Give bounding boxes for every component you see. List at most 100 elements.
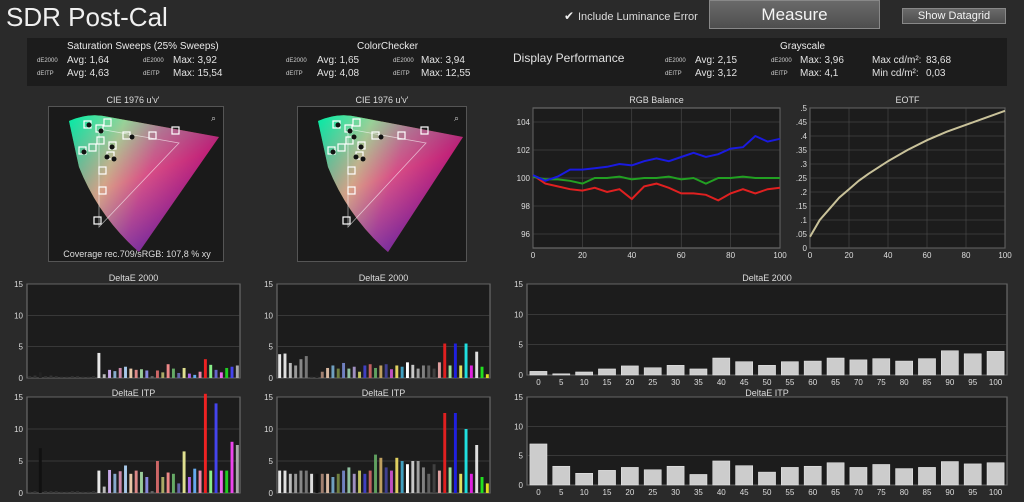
sat-de2000-ytick-3: 15 (14, 280, 23, 289)
sat-de2000-bar-19 (129, 368, 133, 378)
sat-de2000-bar-31 (193, 374, 197, 378)
eotf-title: EOTF (896, 95, 921, 105)
sat-de2000-bar-12 (92, 376, 96, 378)
gray-de2000-xtick-5: 25 (648, 378, 657, 387)
eotf-xtick-2: 40 (884, 251, 893, 260)
cie-right-target-markers (327, 118, 429, 225)
sat-de2000-bar-17 (118, 367, 122, 378)
cc-de2000-bar-27 (421, 365, 425, 378)
gray-deitp-bar-20 (986, 462, 1005, 486)
sat-deitp-bar-28 (177, 483, 181, 493)
rgb-xtick-1: 20 (578, 251, 587, 260)
cie-right-diagram[interactable]: ⌕ (297, 106, 467, 262)
include-luminance-checkbox[interactable]: ✔ (563, 9, 575, 23)
grayscale-avg-deitp: Avg: 3,12 (695, 68, 738, 79)
sat-de2000-title: DeltaE 2000 (109, 273, 159, 283)
eotf-xtick-1: 20 (845, 251, 854, 260)
rgb-series-green (532, 175, 780, 185)
gray-deitp-bar-19 (963, 463, 982, 486)
grayscale-de2000-label-2: dE2000 (771, 58, 792, 64)
rgb-ytick-3: 102 (517, 146, 531, 155)
gray-deitp-bar-8 (712, 460, 731, 486)
sat-de2000-plot-area (26, 283, 241, 379)
eotf-series-eotf (809, 109, 1006, 238)
sat-deitp-bar-15 (108, 469, 112, 493)
cc-de2000-bar-3 (294, 365, 298, 378)
cc-deitp-bar-29 (432, 464, 436, 493)
cie-coverage-text: Coverage rec.709/sRGB: 107,8 % xy (63, 249, 211, 259)
gray-deitp-xtick-7: 35 (694, 488, 703, 497)
sat-de2000-bar-39 (235, 365, 239, 378)
grayscale-max-lum-label: Max cd/m²: (872, 55, 922, 66)
gray-de2000-bar-13 (826, 357, 845, 376)
gray-de2000-bar-20 (986, 351, 1005, 376)
sat-deitp-bar-1 (33, 491, 37, 493)
gray-deitp-ytick-3: 15 (514, 393, 523, 402)
cc-de2000-bar-22 (395, 365, 399, 378)
sat-de2000-bar-29 (182, 367, 186, 378)
gray-deitp-bar-2 (575, 473, 593, 486)
cc-deitp-ytick-0: 0 (269, 489, 274, 498)
sat-de2000-bar-1 (33, 375, 37, 378)
cie-left-diagram[interactable]: ⌕ Coverage rec.709/sRGB: 107,8 % xy (48, 106, 224, 262)
sat-deitp-bar-26 (166, 472, 170, 493)
eotf-ytick-1: .05 (796, 230, 808, 239)
sat-deitp-bar-31 (193, 468, 197, 493)
gray-de2000-xtick-0: 0 (536, 378, 541, 387)
sat-deitp-bar-34 (209, 470, 213, 493)
colorchecker-deitp-label-2: dEITP (393, 71, 410, 77)
gray-de2000-ytick-0: 0 (519, 371, 524, 380)
sat-de2000-bar-38 (230, 366, 234, 378)
cc-de2000-bar-13 (347, 368, 351, 378)
cc-deitp-bar-13 (347, 467, 351, 493)
sat-de2000-bar-11 (86, 376, 90, 378)
zoom-icon-right[interactable]: ⌕ (454, 113, 459, 123)
measure-button[interactable]: Measure (709, 0, 880, 29)
grayscale-max-lum-value: 83,68 (926, 55, 952, 66)
gray-deitp-ytick-0: 0 (519, 481, 524, 490)
gray-deitp-xtick-1: 5 (559, 488, 564, 497)
rgb-xtick-0: 0 (531, 251, 536, 260)
cc-de2000-bar-26 (416, 368, 420, 378)
sat-deitp-bar-32 (198, 470, 202, 493)
sat-deitp-bar-5 (54, 491, 58, 493)
gray-deitp-xtick-5: 25 (648, 488, 657, 497)
saturation-avg-deitp: Avg: 4,63 (67, 68, 110, 79)
sat-de2000-bar-2 (38, 372, 42, 378)
sat-de2000-bar-10 (81, 376, 85, 378)
gray-de2000-ytick-3: 15 (514, 280, 523, 289)
sat-deitp-title: DeltaE ITP (112, 388, 156, 398)
cc-deitp-bar-1 (283, 470, 287, 493)
sat-deitp-bar-6 (60, 491, 64, 493)
cc-deitp-ytick-3: 15 (264, 393, 273, 402)
cc-de2000-bar-24 (405, 362, 409, 378)
cc-de2000-ytick-0: 0 (269, 374, 274, 383)
cc-deitp-bar-4 (299, 470, 303, 493)
cc-deitp-bar-31 (443, 413, 447, 493)
sat-de2000-ytick-1: 5 (19, 343, 24, 352)
cie-right-triangle (347, 128, 427, 229)
gray-de2000-xtick-16: 80 (900, 378, 909, 387)
cc-de2000-bar-15 (358, 371, 362, 378)
cc-de2000-bar-38 (480, 366, 484, 378)
gray-de2000-bar-14 (849, 359, 868, 376)
rgb-series-red (532, 174, 781, 202)
gray-deitp-xtick-20: 100 (989, 488, 1003, 497)
show-datagrid-button[interactable]: Show Datagrid (902, 8, 1006, 24)
sat-deitp-bar-2 (38, 448, 42, 493)
sat-deitp-bar-14 (102, 486, 106, 493)
eotf-ytick-5: .25 (796, 174, 808, 183)
cc-deitp-bar-10 (331, 477, 335, 493)
sat-deitp-plot-area (26, 396, 241, 494)
cc-de2000-bar-23 (400, 366, 404, 378)
eotf-ytick-8: .4 (800, 132, 807, 141)
gray-de2000-bar-8 (712, 357, 731, 376)
grayscale-max-deitp: Max: 4,1 (800, 68, 839, 79)
cc-de2000-bar-18 (374, 367, 377, 378)
cc-de2000-bar-0 (278, 354, 282, 378)
sat-deitp-ytick-3: 15 (14, 393, 23, 402)
cc-de2000-bar-12 (342, 362, 346, 378)
sat-de2000-bar-18 (124, 366, 127, 378)
zoom-icon[interactable]: ⌕ (211, 113, 216, 123)
grayscale-avg-de2000: Avg: 2,15 (695, 55, 738, 66)
